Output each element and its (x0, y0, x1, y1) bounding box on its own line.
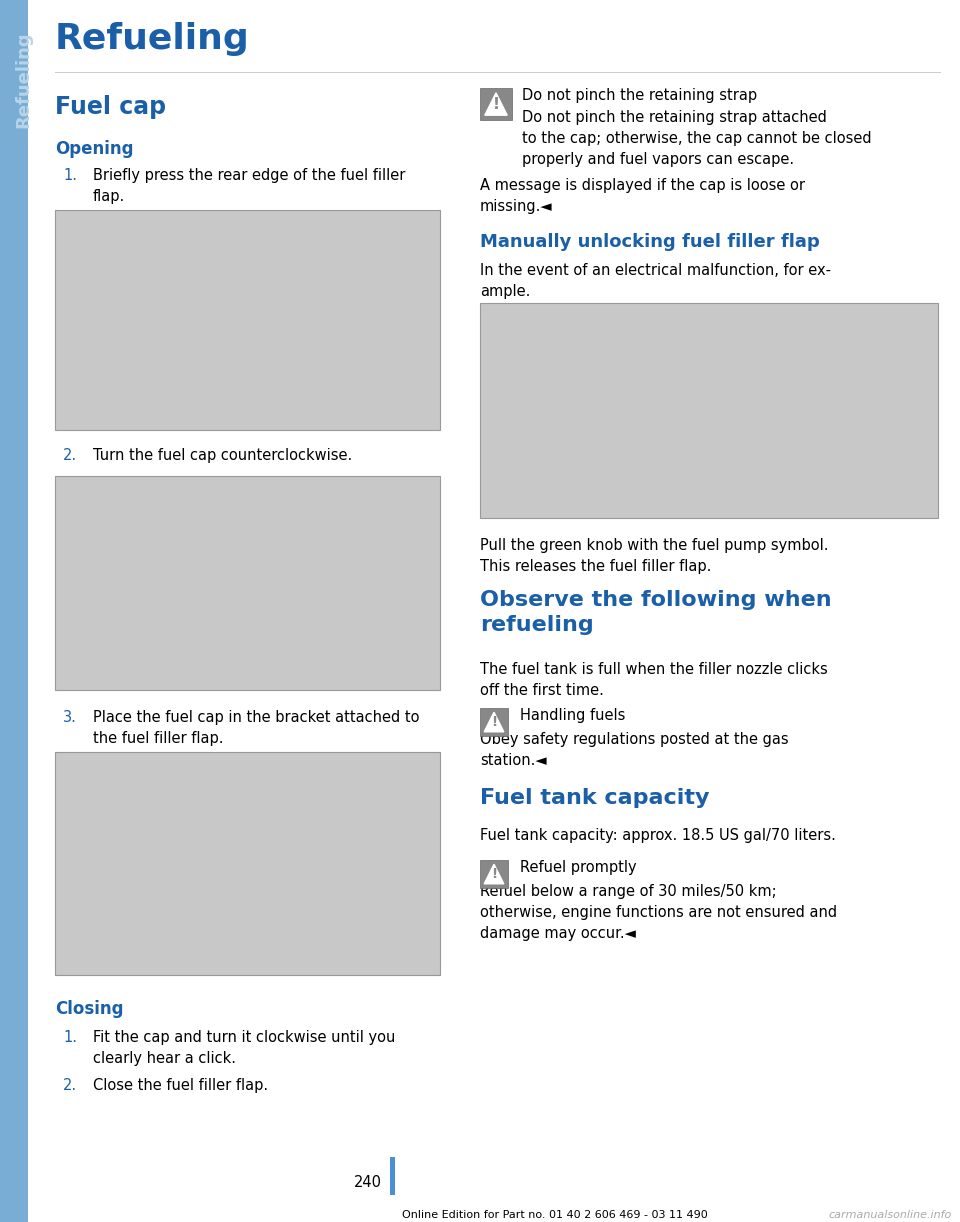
Text: Closing: Closing (55, 1000, 124, 1018)
Text: The fuel tank is full when the filler nozzle clicks
off the first time.: The fuel tank is full when the filler no… (480, 662, 828, 698)
Text: Do not pinch the retaining strap attached
to the cap; otherwise, the cap cannot : Do not pinch the retaining strap attache… (522, 110, 872, 167)
Text: 1.: 1. (63, 167, 77, 183)
Text: Refuel below a range of 30 miles/50 km;
otherwise, engine functions are not ensu: Refuel below a range of 30 miles/50 km; … (480, 884, 837, 941)
Text: 2.: 2. (63, 448, 77, 463)
Text: Handling fuels: Handling fuels (520, 708, 625, 723)
Bar (390, 1157, 395, 1195)
Text: !: ! (491, 866, 497, 881)
Text: 240: 240 (354, 1176, 382, 1190)
Text: Close the fuel filler flap.: Close the fuel filler flap. (93, 1078, 268, 1092)
Text: Refuel promptly: Refuel promptly (520, 860, 636, 875)
Text: In the event of an electrical malfunction, for ex-
ample.: In the event of an electrical malfunctio… (480, 263, 831, 299)
Text: Turn the fuel cap counterclockwise.: Turn the fuel cap counterclockwise. (93, 448, 352, 463)
Text: 2.: 2. (63, 1078, 77, 1092)
Bar (480, 303, 938, 518)
Bar (480, 860, 508, 888)
Text: Online Edition for Part no. 01 40 2 606 469 - 03 11 490: Online Edition for Part no. 01 40 2 606 … (402, 1210, 708, 1220)
Bar (55, 752, 440, 975)
Text: Briefly press the rear edge of the fuel filler
flap.: Briefly press the rear edge of the fuel … (93, 167, 405, 204)
Bar (480, 88, 512, 120)
Text: Opening: Opening (55, 141, 133, 158)
Text: 3.: 3. (63, 710, 77, 725)
Text: Obey safety regulations posted at the gas
station.◄: Obey safety regulations posted at the ga… (480, 732, 788, 767)
Polygon shape (484, 864, 504, 884)
Polygon shape (484, 712, 504, 732)
Bar (55, 477, 440, 690)
Text: 1.: 1. (63, 1030, 77, 1045)
Text: Refueling: Refueling (55, 22, 250, 56)
Polygon shape (485, 93, 507, 115)
Bar (55, 210, 440, 430)
Text: Do not pinch the retaining strap: Do not pinch the retaining strap (522, 88, 757, 103)
Text: Manually unlocking fuel filler flap: Manually unlocking fuel filler flap (480, 233, 820, 251)
Text: !: ! (491, 715, 497, 730)
Text: Refueling: Refueling (14, 32, 32, 128)
Text: carmanualsonline.info: carmanualsonline.info (828, 1210, 952, 1220)
Text: Fuel tank capacity: Fuel tank capacity (480, 788, 709, 808)
Text: Fuel tank capacity: approx. 18.5 US gal/70 liters.: Fuel tank capacity: approx. 18.5 US gal/… (480, 829, 836, 843)
Bar (0, 0, 28, 1222)
Text: !: ! (492, 97, 499, 112)
Text: Place the fuel cap in the bracket attached to
the fuel filler flap.: Place the fuel cap in the bracket attach… (93, 710, 420, 745)
Text: Fuel cap: Fuel cap (55, 95, 166, 119)
Text: Fit the cap and turn it clockwise until you
clearly hear a click.: Fit the cap and turn it clockwise until … (93, 1030, 396, 1066)
Text: Observe the following when
refueling: Observe the following when refueling (480, 590, 831, 634)
Text: A message is displayed if the cap is loose or
missing.◄: A message is displayed if the cap is loo… (480, 178, 805, 214)
Text: Pull the green knob with the fuel pump symbol.
This releases the fuel filler fla: Pull the green knob with the fuel pump s… (480, 538, 828, 574)
Bar (480, 708, 508, 736)
